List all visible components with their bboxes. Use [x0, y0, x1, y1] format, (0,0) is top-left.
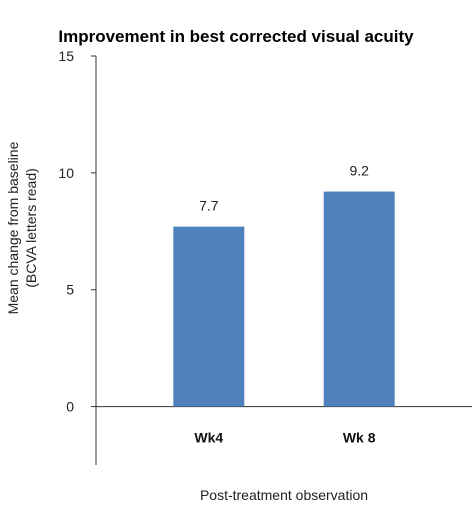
chart-title: Improvement in best corrected visual acu…: [58, 27, 414, 46]
y-axis-title-line-2: (BCVA letters read): [23, 168, 39, 288]
data-label: 7.7: [199, 198, 219, 214]
data-label: 9.2: [349, 163, 369, 179]
x-axis-title: Post-treatment observation: [200, 487, 368, 503]
y-axis-title-line-1: Mean change from baseline: [5, 141, 21, 314]
y-tick-label: 5: [66, 282, 74, 298]
y-tick-label: 0: [66, 399, 74, 415]
y-tick-label: 15: [58, 48, 74, 64]
bar: [323, 191, 395, 407]
y-axis-title: Mean change from baseline (BCVA letters …: [5, 141, 39, 314]
bar: [173, 226, 245, 407]
y-tick-label: 10: [58, 165, 74, 181]
x-category-label: Wk 8: [343, 430, 376, 446]
x-category-label: Wk4: [194, 430, 223, 446]
plot-area: 0 5 10 15 7.7 Wk4 9.2 Wk 8: [58, 48, 472, 465]
